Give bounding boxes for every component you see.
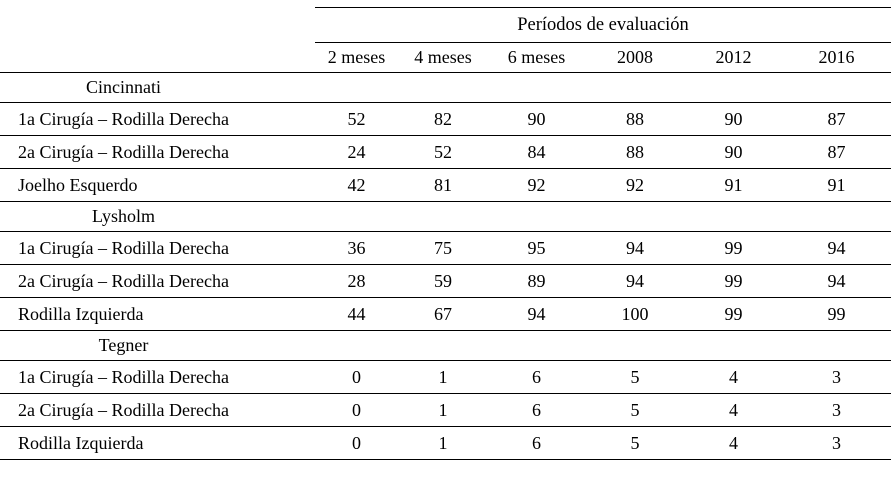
cell-value: 91: [827, 174, 846, 195]
cell-value: 52: [434, 141, 452, 162]
row-label: 2a Cirugía – Rodilla Derecha: [18, 399, 229, 420]
cell-value: 100: [621, 303, 649, 324]
cell-value: 81: [434, 174, 452, 195]
cell-value: 88: [626, 141, 644, 162]
cell-value: 99: [724, 303, 743, 324]
section-row-tegner: Tegner: [0, 331, 891, 361]
cell-value: 4: [729, 399, 738, 420]
cell-value: 95: [527, 237, 546, 258]
cell-value: 6: [532, 432, 541, 453]
table-row: 1a Cirugía – Rodilla Derecha 0 1 6 5 4 3: [0, 361, 891, 394]
cell-value: 0: [352, 366, 361, 387]
evaluation-periods-table: Períodos de evaluación 2 meses 4 meses 6…: [0, 7, 891, 460]
cell-value: 92: [527, 174, 546, 195]
cell-value: 94: [626, 270, 644, 291]
cell-value: 6: [532, 366, 541, 387]
cell-value: 1: [438, 366, 448, 387]
row-label: 2a Cirugía – Rodilla Derecha: [18, 141, 229, 162]
row-label: 2a Cirugía – Rodilla Derecha: [18, 270, 229, 291]
cell-value: 4: [729, 432, 738, 453]
column-header: 6 meses: [507, 47, 566, 67]
cell-value: 44: [347, 303, 366, 324]
cell-value: 28: [347, 270, 366, 291]
column-header-row: 2 meses 4 meses 6 meses 2008 2012 2016: [0, 43, 891, 73]
table-row: 2a Cirugía – Rodilla Derecha 0 1 6 5 4 3: [0, 394, 891, 427]
cell-value: 82: [434, 108, 452, 129]
cell-value: 24: [347, 141, 366, 162]
cell-value: 1: [438, 399, 448, 420]
cell-value: 0: [352, 399, 361, 420]
cell-value: 84: [527, 141, 546, 162]
cell-value: 91: [724, 174, 743, 195]
row-label: 1a Cirugía – Rodilla Derecha: [18, 108, 229, 129]
cell-value: 5: [630, 366, 640, 387]
cell-value: 3: [832, 432, 842, 453]
cell-value: 59: [434, 270, 452, 291]
cell-value: 75: [434, 237, 452, 258]
row-label: 1a Cirugía – Rodilla Derecha: [18, 366, 229, 387]
cell-value: 92: [626, 174, 644, 195]
cell-value: 0: [352, 432, 361, 453]
cell-value: 99: [724, 237, 743, 258]
section-row-lysholm: Lysholm: [0, 202, 891, 232]
cell-value: 1: [438, 432, 448, 453]
column-header: 4 meses: [414, 47, 472, 67]
cell-value: 94: [827, 237, 846, 258]
empty-label-cell: [0, 43, 315, 73]
table-row: 2a Cirugía – Rodilla Derecha 28 59 89 94…: [0, 265, 891, 298]
row-label: 1a Cirugía – Rodilla Derecha: [18, 237, 229, 258]
row-label: Rodilla Izquierda: [18, 303, 144, 324]
cell-value: 94: [626, 237, 644, 258]
cell-value: 87: [827, 108, 846, 129]
section-title: Cincinnati: [86, 77, 161, 97]
cell-value: 87: [827, 141, 846, 162]
section-row-cincinnati: Cincinnati: [0, 73, 891, 103]
cell-value: 94: [827, 270, 846, 291]
cell-value: 99: [827, 303, 846, 324]
cell-value: 5: [630, 399, 640, 420]
cell-value: 36: [347, 237, 366, 258]
table-row: Rodilla Izquierda 44 67 94 100 99 99: [0, 298, 891, 331]
table-row: 2a Cirugía – Rodilla Derecha 24 52 84 88…: [0, 136, 891, 169]
table-row: Rodilla Izquierda 0 1 6 5 4 3: [0, 427, 891, 460]
column-header: 2016: [818, 47, 855, 67]
column-header: 2 meses: [327, 47, 386, 67]
cell-value: 42: [347, 174, 366, 195]
row-label: Joelho Esquerdo: [18, 174, 138, 195]
cell-value: 88: [626, 108, 644, 129]
table-row: 1a Cirugía – Rodilla Derecha 52 82 90 88…: [0, 103, 891, 136]
cell-value: 6: [532, 399, 541, 420]
table-title-row: Períodos de evaluación: [0, 7, 891, 43]
empty-corner-cell: [0, 8, 315, 43]
column-header: 2012: [715, 47, 752, 67]
cell-value: 3: [832, 399, 842, 420]
cell-value: 90: [527, 108, 546, 129]
table-title: Períodos de evaluación: [315, 7, 891, 43]
cell-value: 67: [434, 303, 452, 324]
section-title: Tegner: [98, 335, 149, 355]
column-header: 2008: [617, 47, 653, 67]
cell-value: 90: [724, 108, 743, 129]
table-row: 1a Cirugía – Rodilla Derecha 36 75 95 94…: [0, 232, 891, 265]
cell-value: 52: [347, 108, 366, 129]
cell-value: 4: [729, 366, 738, 387]
cell-value: 89: [527, 270, 546, 291]
row-label: Rodilla Izquierda: [18, 432, 144, 453]
table-row: Joelho Esquerdo 42 81 92 92 91 91: [0, 169, 891, 202]
cell-value: 99: [724, 270, 743, 291]
cell-value: 90: [724, 141, 743, 162]
cell-value: 5: [630, 432, 640, 453]
cell-value: 3: [832, 366, 842, 387]
cell-value: 94: [527, 303, 546, 324]
section-title: Lysholm: [91, 206, 155, 226]
